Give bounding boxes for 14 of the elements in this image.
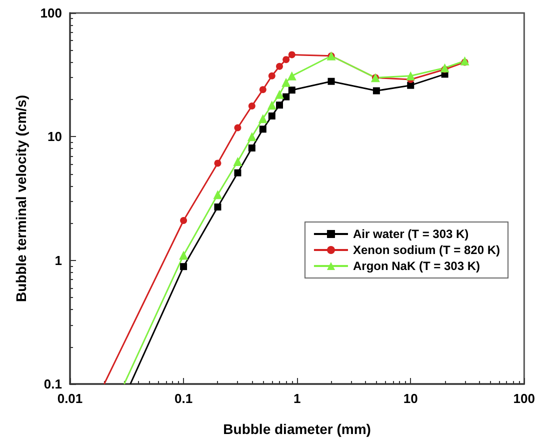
y-axis-title: Bubble terminal velocity (cm/s) xyxy=(13,95,29,302)
x-tick-label: 0.1 xyxy=(174,391,193,406)
y-tick-label: 1 xyxy=(54,252,62,268)
x-axis-title: Bubble diameter (mm) xyxy=(223,421,371,437)
x-tick-label: 1 xyxy=(293,391,301,406)
legend-label: Air water (T = 303 K) xyxy=(352,227,469,241)
x-tick-label: 100 xyxy=(513,391,536,406)
y-tick-label: 100 xyxy=(40,6,62,20)
x-tick-label: 10 xyxy=(403,391,418,406)
y-tick-label: 10 xyxy=(48,129,62,144)
legend-label: Argon NaK (T = 303 K) xyxy=(352,259,480,273)
legend-label: Xenon sodium (T = 820 K) xyxy=(352,243,500,257)
x-tick-label: 0.01 xyxy=(57,391,83,406)
y-tick-label: 0.1 xyxy=(44,376,62,392)
